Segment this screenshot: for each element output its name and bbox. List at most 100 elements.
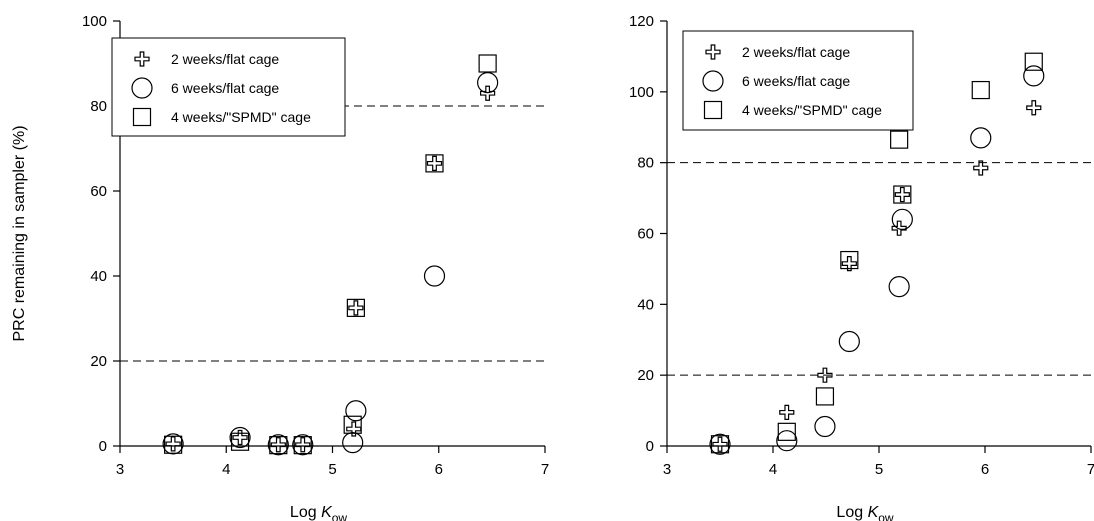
y-tick-label: 0 xyxy=(646,438,654,455)
data-point-circle xyxy=(162,433,184,455)
data-point-square xyxy=(1024,52,1043,71)
x-tick-label: 6 xyxy=(435,461,443,478)
data-point-circle xyxy=(477,72,499,94)
data-point-circle xyxy=(814,415,836,438)
series-square xyxy=(710,52,1043,454)
data-point-cross xyxy=(817,367,833,383)
chart-panel-left: 3 4 5 6 7 0 20 40 60 80 100 Log Kow PRC remaining in… xyxy=(11,13,549,521)
x-axis-title-main: Log xyxy=(836,504,867,521)
data-point-cross xyxy=(712,436,728,452)
data-point-circle xyxy=(423,265,446,287)
x-axis-title-variable: K xyxy=(868,504,880,521)
legend-label: 6 weeks/flat cage xyxy=(171,80,279,96)
data-point-circle xyxy=(709,433,731,455)
data-point-square xyxy=(710,435,730,454)
data-point-cross xyxy=(779,404,795,420)
legend: 2 weeks/flat cage 6 weeks/flat cage 4 week… xyxy=(111,37,346,137)
x-tick-label: 4 xyxy=(222,461,230,478)
data-point-cross xyxy=(270,437,286,453)
x-tick-label: 3 xyxy=(116,461,124,478)
series-cross xyxy=(165,85,496,453)
x-tick-label: 5 xyxy=(328,461,336,478)
data-point-square xyxy=(890,130,909,149)
x-axis-title-subscript: ow xyxy=(878,511,894,521)
data-point-square xyxy=(971,80,990,100)
y-tick-label: 80 xyxy=(637,155,654,172)
data-point-cross xyxy=(841,256,857,272)
series-cross xyxy=(712,100,1042,452)
y-tick-label: 60 xyxy=(90,183,107,200)
y-axis-title: PRC remaining in sampler (%) xyxy=(11,125,28,341)
y-tick-label: 20 xyxy=(637,367,654,384)
data-point-square xyxy=(840,250,859,270)
x-tick-label: 5 xyxy=(875,461,883,478)
data-point-circle xyxy=(838,330,860,353)
data-point-circle xyxy=(345,400,367,422)
series-circle xyxy=(162,72,499,456)
data-point-circle xyxy=(891,208,913,230)
series-square xyxy=(164,54,497,455)
legend: 2 weeks/flat cage 6 weeks/flat cage 4 week… xyxy=(682,30,914,131)
data-point-circle xyxy=(970,127,992,149)
y-tick-label: 40 xyxy=(637,296,654,313)
data-point-square xyxy=(777,422,796,441)
x-tick-label: 4 xyxy=(769,461,777,478)
data-point-square xyxy=(293,436,312,455)
data-point-square xyxy=(478,54,497,73)
y-tick-label: 0 xyxy=(99,438,107,455)
y-tick-label: 20 xyxy=(90,353,107,370)
data-point-circle xyxy=(342,432,364,454)
x-tick-label: 7 xyxy=(1087,461,1094,478)
legend-marker-square xyxy=(132,107,152,127)
legend-marker-cross xyxy=(134,51,150,67)
data-point-cross xyxy=(295,437,311,453)
series-circle xyxy=(709,65,1045,455)
y-tick-label: 80 xyxy=(90,98,107,115)
data-point-square xyxy=(269,436,288,455)
legend-marker-circle xyxy=(702,70,724,92)
x-tick-label: 6 xyxy=(981,461,989,478)
data-point-circle xyxy=(776,430,798,452)
data-point-square xyxy=(164,435,183,454)
legend-marker-cross xyxy=(705,44,721,60)
legend-label: 2 weeks/flat cage xyxy=(742,44,850,60)
x-tick-label: 3 xyxy=(663,461,671,478)
data-point-square xyxy=(343,415,362,434)
legend-label: 6 weeks/flat cage xyxy=(742,73,850,89)
data-point-square xyxy=(425,154,444,173)
y-tick-label: 100 xyxy=(629,84,654,101)
data-point-circle xyxy=(1023,65,1045,87)
data-point-square xyxy=(893,185,912,204)
legend-marker-square xyxy=(703,100,723,120)
legend-label: 4 weeks/"SPMD" cage xyxy=(742,102,882,118)
data-point-cross xyxy=(426,155,443,171)
y-tick-label: 100 xyxy=(82,13,107,30)
x-axis-title: Log Kow xyxy=(290,504,347,521)
data-point-cross xyxy=(232,429,248,446)
data-point-cross xyxy=(973,160,989,176)
data-point-circle xyxy=(229,426,251,449)
data-point-circle xyxy=(267,434,289,456)
y-tick-label: 120 xyxy=(629,13,654,30)
legend-label: 2 weeks/flat cage xyxy=(171,51,279,67)
y-tick-label: 60 xyxy=(637,226,654,243)
data-point-cross xyxy=(891,220,907,236)
data-point-circle xyxy=(292,434,314,456)
legend-marker-circle xyxy=(131,77,153,99)
x-axis-title-variable: K xyxy=(321,504,333,521)
data-point-cross xyxy=(346,421,362,437)
data-point-cross xyxy=(480,85,496,101)
data-point-cross xyxy=(165,436,181,452)
data-point-circle xyxy=(888,276,910,298)
data-point-cross xyxy=(894,186,910,203)
x-tick-label: 7 xyxy=(541,461,549,478)
y-tick-label: 40 xyxy=(90,268,107,285)
x-axis-title-subscript: ow xyxy=(332,511,348,521)
x-axis-title: Log Kow xyxy=(836,504,893,521)
data-point-cross xyxy=(348,300,364,316)
data-point-square xyxy=(815,387,835,406)
data-point-cross xyxy=(1026,100,1042,116)
legend-label: 4 weeks/"SPMD" cage xyxy=(171,109,311,125)
data-point-square xyxy=(346,298,365,317)
